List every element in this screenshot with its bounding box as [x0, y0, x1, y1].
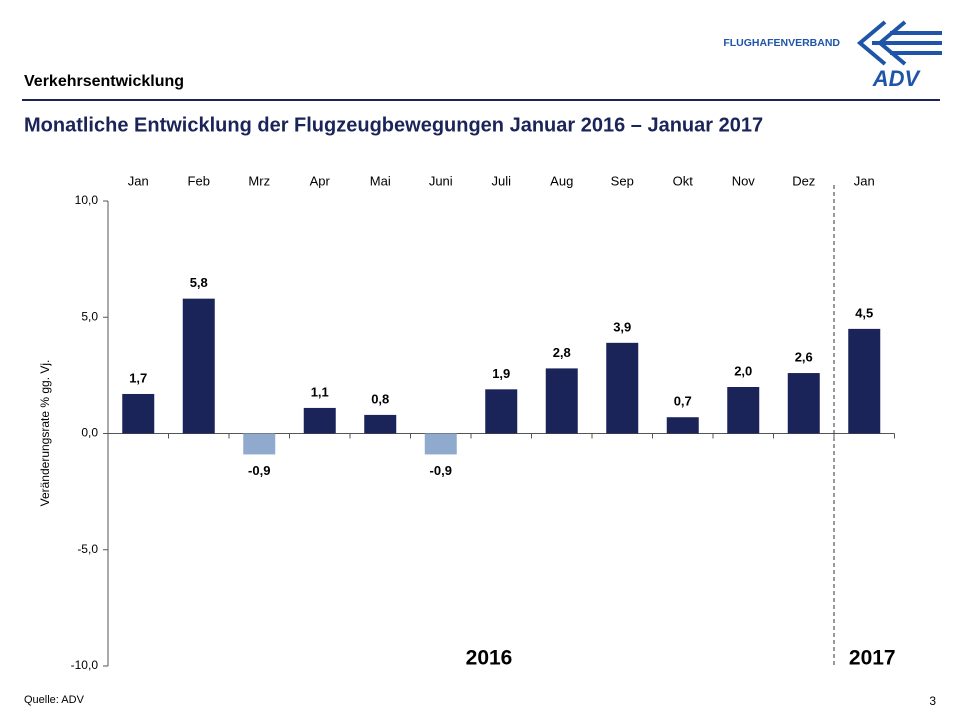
x-tick-label: Mrz	[248, 173, 270, 188]
y-tick-label: 10,0	[75, 193, 99, 207]
value-label: 5,8	[190, 275, 208, 290]
bar	[606, 342, 639, 434]
period-label: 2016	[466, 647, 513, 670]
value-label: 3,9	[613, 319, 631, 334]
x-tick-label: Feb	[188, 173, 210, 188]
logo-mark: ADV	[872, 66, 922, 91]
logo-chevrons	[856, 20, 942, 66]
x-tick-label: Apr	[310, 173, 331, 188]
bar	[364, 414, 397, 434]
y-tick-label: -10,0	[71, 658, 99, 672]
y-axis-label: Veränderungsrate % gg. Vj.	[38, 360, 52, 507]
period-label: 2017	[849, 647, 896, 670]
bar	[545, 368, 578, 434]
value-label: -0,9	[248, 463, 270, 478]
bar	[303, 407, 336, 434]
value-label: 1,7	[129, 370, 147, 385]
section-title: Verkehrsentwicklung	[24, 73, 184, 90]
value-label: 1,1	[311, 384, 329, 399]
x-tick-label: Dez	[792, 173, 815, 188]
logo-text: FLUGHAFENVERBAND	[723, 37, 840, 49]
x-tick-label: Jan	[854, 173, 875, 188]
x-tick-label: Juni	[429, 173, 453, 188]
y-tick-label: -5,0	[77, 542, 98, 556]
y-tick-label: 5,0	[81, 309, 98, 323]
value-label: 2,8	[553, 345, 571, 360]
bar	[848, 328, 881, 434]
value-label: 0,8	[371, 391, 389, 406]
value-label: 1,9	[492, 366, 510, 381]
bar	[485, 389, 518, 434]
x-tick-label: Aug	[550, 173, 573, 188]
x-tick-label: Jan	[128, 173, 149, 188]
x-tick-label: Okt	[673, 173, 694, 188]
bar	[787, 373, 820, 434]
value-label: 0,7	[674, 394, 692, 409]
bar	[182, 298, 215, 434]
y-tick-label: 0,0	[81, 426, 98, 440]
x-tick-label: Mai	[370, 173, 391, 188]
bar	[424, 433, 457, 455]
value-label: 2,6	[795, 349, 813, 364]
bar	[727, 387, 760, 434]
value-label: 2,0	[734, 363, 752, 378]
value-label: -0,9	[430, 463, 452, 478]
chart-title: Monatliche Entwicklung der Flugzeugbeweg…	[24, 114, 763, 136]
logo: FLUGHAFENVERBAND ADV	[723, 20, 942, 91]
x-tick-label: Nov	[732, 173, 756, 188]
source: Quelle: ADV	[24, 694, 85, 706]
x-tick-label: Sep	[611, 173, 634, 188]
x-tick-label: Juli	[491, 173, 511, 188]
bar	[243, 433, 276, 455]
value-label: 4,5	[855, 305, 873, 320]
bar	[122, 393, 155, 434]
bar	[666, 417, 699, 434]
page-number: 3	[929, 694, 936, 708]
